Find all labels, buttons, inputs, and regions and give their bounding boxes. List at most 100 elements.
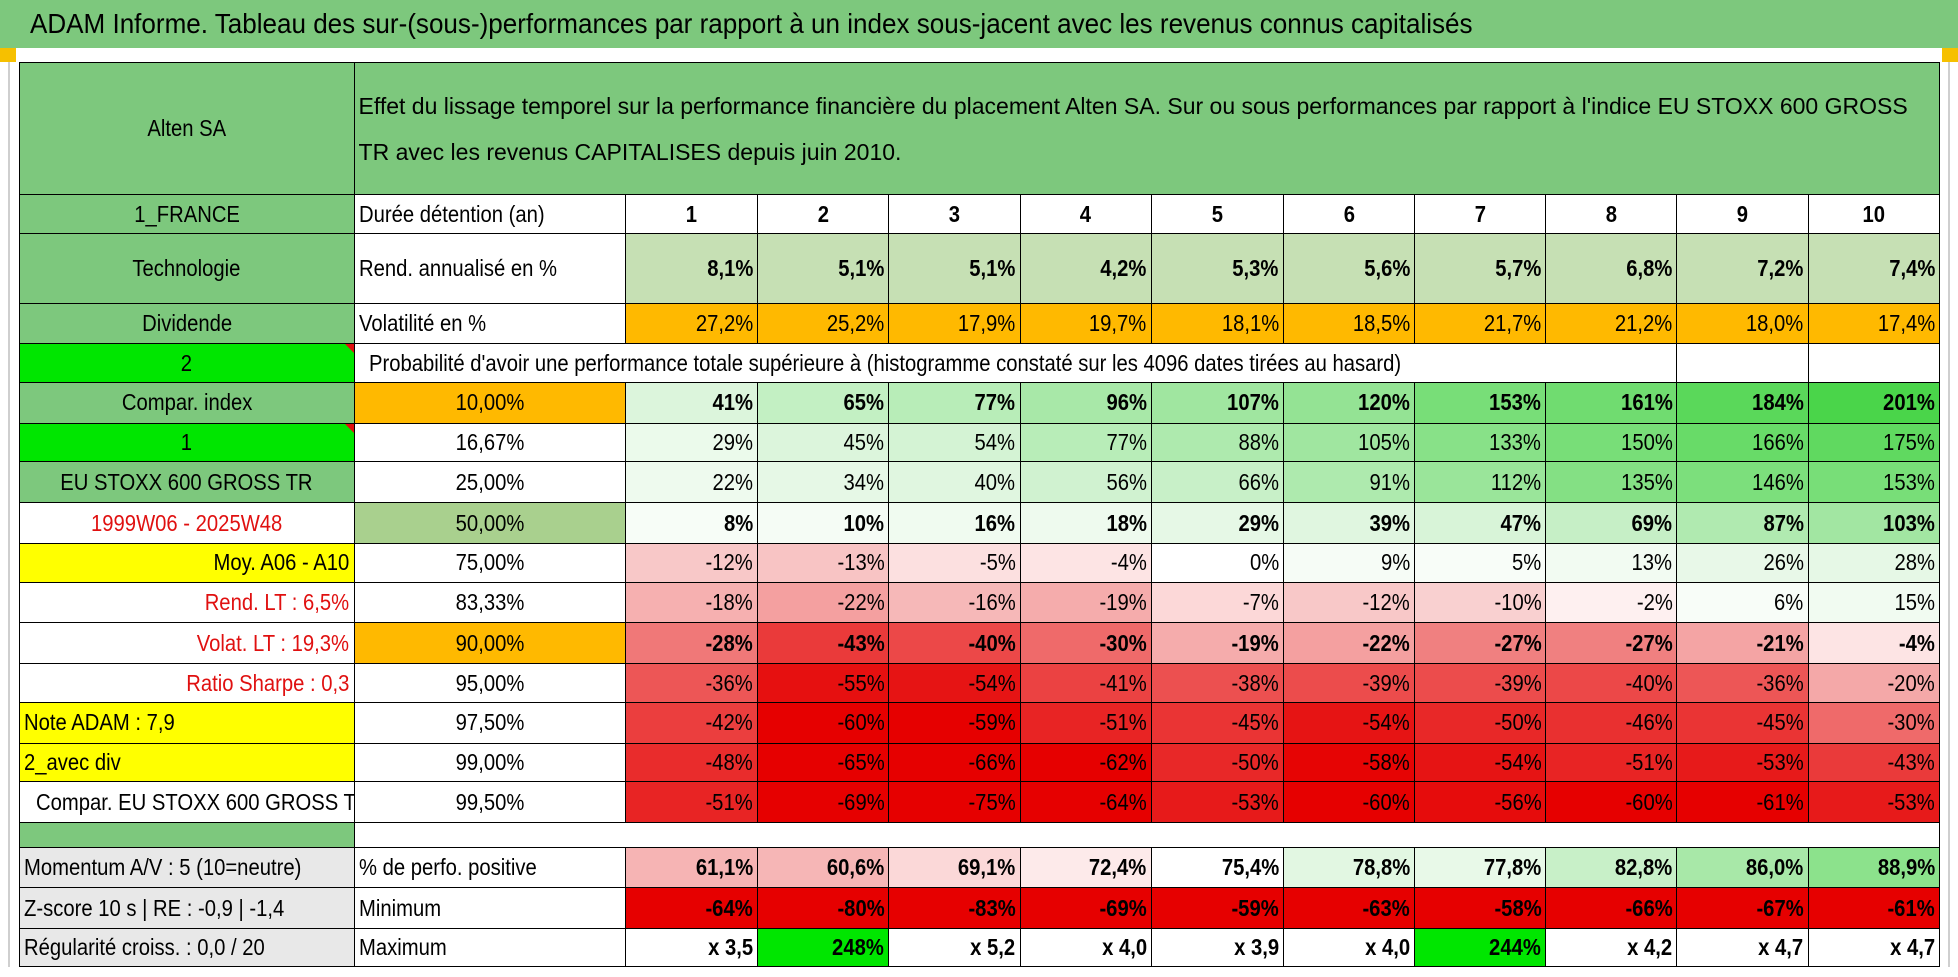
quantile-cell: 77% [1019,422,1152,463]
left-edge-line [8,62,10,967]
pos-cell: 75,4% [1150,846,1284,889]
quantile-cell: -50% [1150,742,1284,783]
sector-label: Technologie [19,233,355,304]
rend-cell: 5,7% [1414,233,1547,304]
quantile-cell: -12% [624,543,759,583]
zscore-label: Z-score 10 s | RE : -0,9 | -1,4 [19,887,355,930]
quantile-cell: -54% [888,663,1021,703]
quantile-cell: -45% [1676,701,1809,744]
right-corner-marker [1942,48,1958,62]
vol-row: Dividende Volatilité en % 27,2% 25,2% 17… [19,302,1941,345]
vol-cell: 21,2% [1545,302,1678,345]
quantile-cell: 133% [1414,422,1547,463]
duration-cell: 2 [757,194,890,235]
report-title: ADAM Informe. Tableau des sur-(sous-)per… [30,8,1473,39]
quantile-cell: 54% [888,422,1021,463]
quantile-cell: -22% [757,581,890,624]
code-cell[interactable]: 2 [19,343,355,383]
quantile-cell: 15% [1807,581,1941,624]
quantile-row: Volat. LT : 19,3% 90,00% -28% -43% -40% … [19,622,1941,665]
quantile-cell: 34% [757,461,890,504]
quantile-cell: -51% [624,781,759,824]
vol-cell: 27,2% [624,302,759,345]
quantile-cell: 184% [1676,381,1809,424]
min-cell: -69% [1019,887,1152,930]
quantile-cell: -30% [1019,622,1152,665]
quantile-cell: -75% [888,781,1021,824]
quantile-label: 90,00% [353,622,626,665]
quantile-label: 95,00% [353,663,626,703]
quantile-cell: -45% [1150,701,1284,744]
quantile-cell: 66% [1150,461,1284,504]
quantile-cell: 161% [1545,381,1678,424]
rend-cell: 8,1% [624,233,759,304]
quantile-cell: -66% [888,742,1021,783]
quantile-label: 50,00% [353,502,626,544]
max-cell: x 4,0 [1019,928,1152,967]
spacer-row [19,822,1941,848]
quantile-cell: 112% [1414,461,1547,504]
duration-cell: 5 [1150,194,1284,235]
main-title: Effet du lissage temporel sur la perform… [353,61,1941,196]
quantile-cell: 91% [1282,461,1416,504]
duration-cell: 9 [1676,194,1809,235]
min-cell: -61% [1807,887,1941,930]
pos-cell: 77,8% [1414,846,1547,889]
quantile-cell: -21% [1676,622,1809,665]
quantile-cell: -62% [1019,742,1152,783]
quantile-cell: -28% [624,622,759,665]
sharpe-label: Ratio Sharpe : 0,3 [19,663,355,703]
quantile-cell: 8% [624,502,759,544]
quantile-cell: -60% [1545,781,1678,824]
index-label: EU STOXX 600 GROSS TR [19,461,355,504]
quantile-cell: 103% [1807,502,1941,544]
quantile-label: 83,33% [353,581,626,624]
quantile-cell: -56% [1414,781,1547,824]
vol-cell: 18,1% [1150,302,1284,345]
quantile-cell: 16% [888,502,1021,544]
vol-cell: 19,7% [1019,302,1152,345]
rend-cell: 5,6% [1282,233,1416,304]
quantile-cell: 13% [1545,543,1678,583]
quantile-cell: -22% [1282,622,1416,665]
quantile-cell: 175% [1807,422,1941,463]
country-label: 1_FRANCE [19,194,355,235]
rend-cell: 7,4% [1807,233,1941,304]
duration-cell: 10 [1807,194,1941,235]
quantile-cell: -53% [1676,742,1809,783]
pos-label: % de perfo. positive [353,846,626,889]
quantile-cell: -16% [888,581,1021,624]
quantile-cell: -65% [757,742,890,783]
quantile-cell: -36% [1676,663,1809,703]
quantile-cell: -69% [757,781,890,824]
quantile-label: 10,00% [353,381,626,424]
quantile-label: 97,50% [353,701,626,744]
durations-label: Durée détention (an) [353,194,626,235]
compar-code-cell[interactable]: 1 [19,422,355,463]
note-label: Note ADAM : 7,9 [19,701,355,744]
quantile-cell: -19% [1019,581,1152,624]
max-cell: x 4,2 [1545,928,1678,967]
vol-cell: 18,5% [1282,302,1416,345]
duration-cell: 8 [1545,194,1678,235]
pos-cell: 82,8% [1545,846,1678,889]
duration-cell: 4 [1019,194,1152,235]
performance-table: Alten SA Effet du lissage temporel sur l… [19,61,1941,967]
rend-cell: 7,2% [1676,233,1809,304]
volat-lt-label: Volat. LT : 19,3% [19,622,355,665]
quantile-cell: -4% [1019,543,1152,583]
quantile-row: EU STOXX 600 GROSS TR 25,00% 22% 34% 40%… [19,461,1941,504]
header-row: Alten SA Effet du lissage temporel sur l… [19,61,1941,196]
pos-cell: 86,0% [1676,846,1809,889]
quantile-row: 2_avec div 99,00% -48% -65% -66% -62% -5… [19,742,1941,783]
quantile-cell: -42% [624,701,759,744]
div-label: 2_avec div [19,742,355,783]
quantile-cell: -55% [757,663,890,703]
quantile-cell: 120% [1282,381,1416,424]
quantile-cell: 41% [624,381,759,424]
quantile-label: 16,67% [353,422,626,463]
quantile-cell: 29% [1150,502,1284,544]
quantile-cell: -53% [1807,781,1941,824]
dividend-label: Dividende [19,302,355,345]
minimum-row: Z-score 10 s | RE : -0,9 | -1,4 Minimum … [19,887,1941,930]
